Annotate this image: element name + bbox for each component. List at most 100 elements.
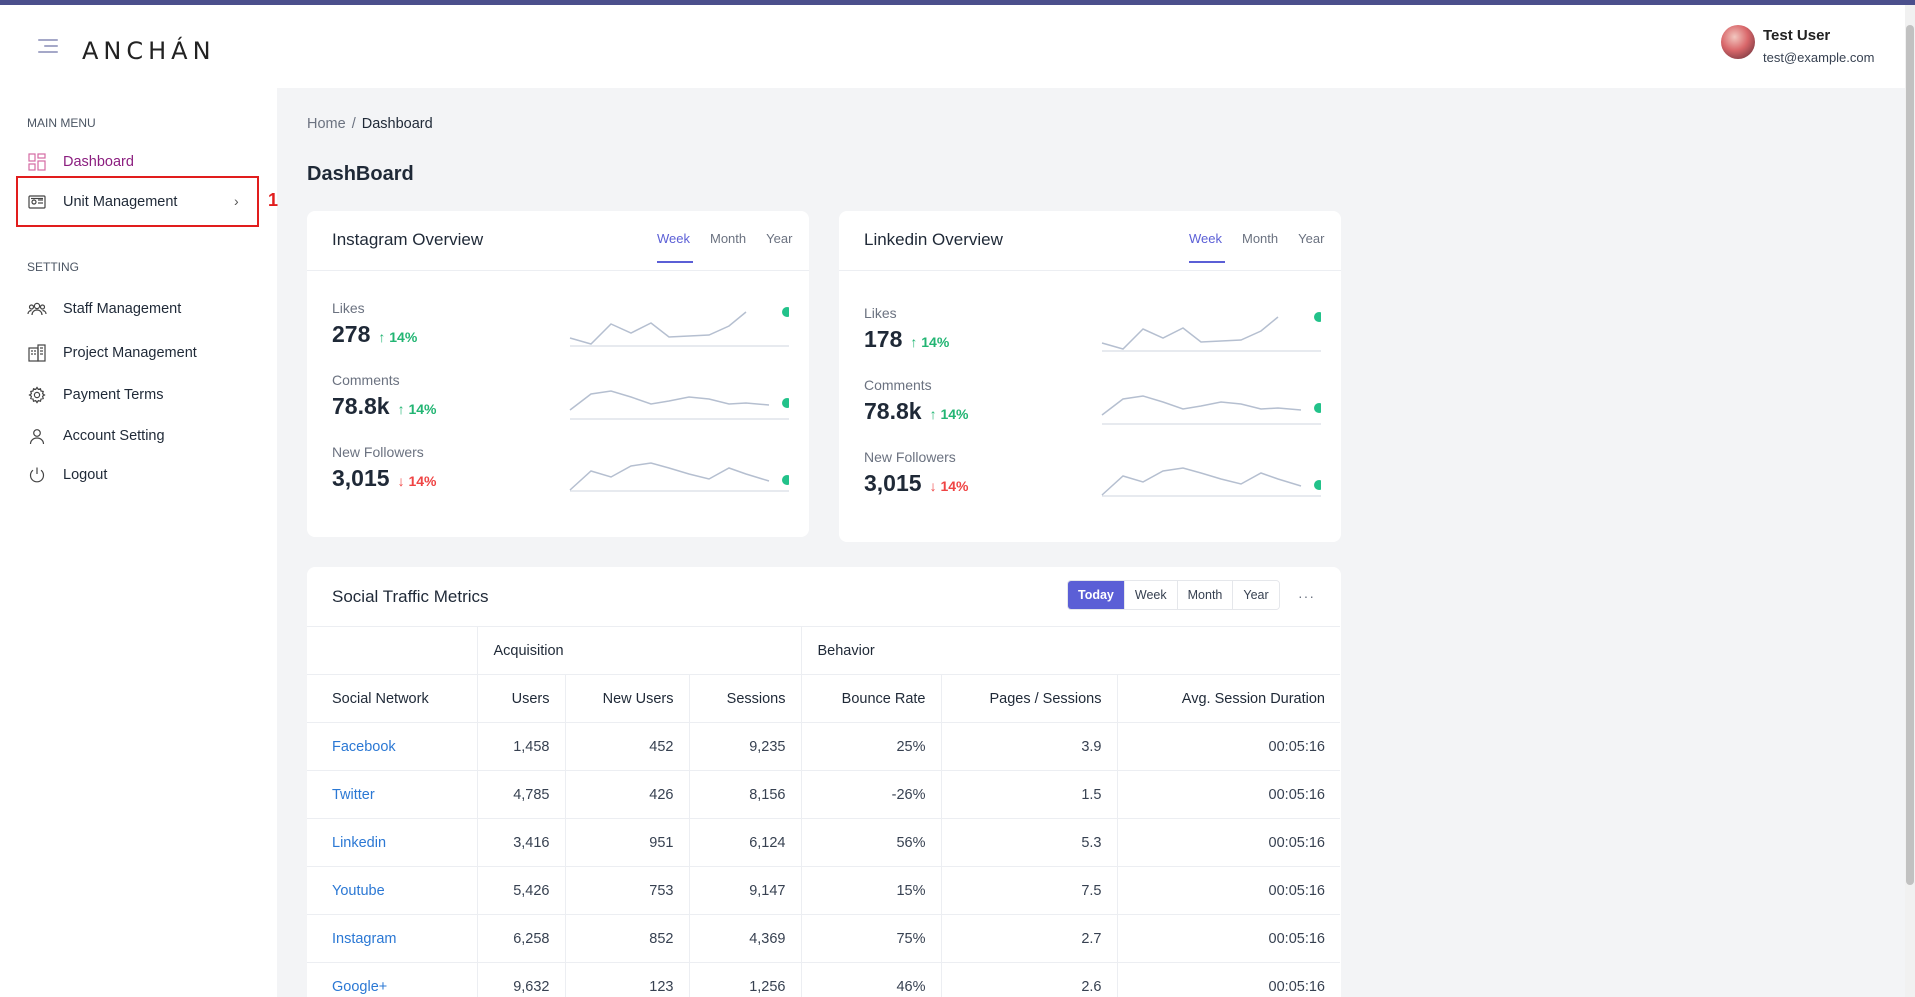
network-link[interactable]: Linkedin [332,834,387,851]
tab-year[interactable]: Year [766,231,793,246]
cell-pages-sessions: 3.9 [941,722,1118,771]
annotation-highlight-box [16,176,259,227]
cell-pages-sessions: 2.6 [941,962,1118,997]
cell-pages-sessions: 7.5 [941,866,1118,915]
cell-sessions: 4,369 [689,914,802,963]
more-options-icon[interactable]: ··· [1298,588,1315,604]
metric-value: 178 ↑ 14% [864,326,949,353]
network-link[interactable]: Instagram [332,930,397,947]
followers-sparkline [569,462,789,492]
sidebar-item-project-management[interactable]: Project Management [27,339,197,367]
cell-duration: 00:05:16 [1117,866,1340,915]
cell-sessions: 9,147 [689,866,802,915]
cell-bounce-rate: 56% [801,818,942,867]
user-avatar[interactable] [1721,25,1755,59]
sidebar-item-label: Project Management [63,345,197,361]
sidebar-item-label: Account Setting [63,428,165,444]
user-name[interactable]: Test User [1763,27,1831,44]
metric-delta: ↑ 14% [930,406,969,422]
cell-new-users: 452 [565,722,690,771]
col-users[interactable]: Users [477,674,566,723]
tab-year[interactable]: Year [1298,231,1325,246]
sidebar-item-staff-management[interactable]: Staff Management [27,295,181,323]
cell-users: 5,426 [477,866,566,915]
cell-bounce-rate: 25% [801,722,942,771]
card-title: Linkedin Overview [864,230,1003,249]
table-row: Linkedin 3,416 951 6,124 56% 5.3 00:05:1… [307,818,1340,867]
range-year-button[interactable]: Year [1233,581,1279,609]
card-divider [839,270,1341,271]
col-sessions[interactable]: Sessions [689,674,802,723]
top-accent-stripe [0,0,1915,5]
tab-month[interactable]: Month [1242,231,1279,246]
setting-label: SETTING [27,260,80,274]
metric-value: 3,015 ↓ 14% [864,470,968,497]
range-week-button[interactable]: Week [1124,581,1178,609]
brand-logo[interactable]: ANCHÁN [82,37,216,65]
metric-label: Comments [864,377,932,393]
delta-value: 14% [408,473,437,489]
range-today-button[interactable]: Today [1068,581,1125,609]
metric-value: 278 ↑ 14% [332,321,417,348]
cell-network: Facebook [307,722,478,771]
metric-number: 3,015 [864,470,922,496]
network-link[interactable]: Facebook [332,738,396,755]
sidebar-item-account-setting[interactable]: Account Setting [27,422,165,450]
id-card-icon [27,192,47,212]
delta-value: 14% [408,401,437,417]
user-icon [27,426,47,446]
chevron-right-icon[interactable]: › [234,193,239,209]
cell-network: Twitter [307,770,478,819]
sidebar-item-payment-terms[interactable]: Payment Terms [27,381,163,409]
sidebar-item-unit-management[interactable]: Unit Management [27,188,177,216]
cell-new-users: 951 [565,818,690,867]
network-link[interactable]: Twitter [332,786,375,803]
cell-users: 3,416 [477,818,566,867]
arrow-down-icon: ↓ [397,473,405,489]
tab-week[interactable]: Week [657,231,693,263]
metric-delta: ↓ 14% [930,478,969,494]
dashboard-icon [27,152,47,172]
range-month-button[interactable]: Month [1177,581,1234,609]
cell-network: Youtube [307,866,478,915]
breadcrumb-home[interactable]: Home [307,116,346,132]
tab-month[interactable]: Month [710,231,747,246]
delta-value: 14% [940,406,969,422]
metric-value: 3,015 ↓ 14% [332,465,436,492]
col-bounce-rate[interactable]: Bounce Rate [801,674,942,723]
tab-week[interactable]: Week [1189,231,1225,263]
annotation-number: 1 [268,190,279,210]
metric-delta: ↓ 14% [398,473,437,489]
comments-sparkline [569,390,789,420]
network-link[interactable]: Google+ [332,978,388,995]
network-link[interactable]: Youtube [332,882,385,899]
cell-network: Instagram [307,914,478,963]
sidebar-item-label: Payment Terms [63,387,164,403]
cell-duration: 00:05:16 [1117,722,1340,771]
group-acquisition: Acquisition [477,626,802,675]
gear-icon [27,385,47,405]
breadcrumb: Home / Dashboard [307,116,433,132]
sidebar-item-logout[interactable]: Logout [27,461,107,489]
scrollbar-thumb[interactable] [1906,25,1914,885]
card-title: Instagram Overview [332,230,484,249]
col-new-users[interactable]: New Users [565,674,690,723]
building-icon [27,343,47,363]
col-social-network[interactable]: Social Network [307,674,478,723]
arrow-up-icon: ↑ [929,406,937,422]
metric-number: 78.8k [864,398,922,424]
cell-users: 6,258 [477,914,566,963]
metric-number: 78.8k [332,393,390,419]
table-row: Google+ 9,632 123 1,256 46% 2.6 00:05:16 [307,962,1340,997]
cell-users: 4,785 [477,770,566,819]
cell-users: 1,458 [477,722,566,771]
col-avg-session-duration[interactable]: Avg. Session Duration [1117,674,1340,723]
page-scrollbar[interactable] [1905,5,1915,997]
sidebar-item-dashboard[interactable]: Dashboard [27,148,134,176]
col-pages-sessions[interactable]: Pages / Sessions [941,674,1118,723]
cell-duration: 00:05:16 [1117,770,1340,819]
menu-toggle-icon[interactable] [38,39,58,57]
cell-bounce-rate: 75% [801,914,942,963]
arrow-up-icon: ↑ [378,329,386,345]
cell-duration: 00:05:16 [1117,914,1340,963]
